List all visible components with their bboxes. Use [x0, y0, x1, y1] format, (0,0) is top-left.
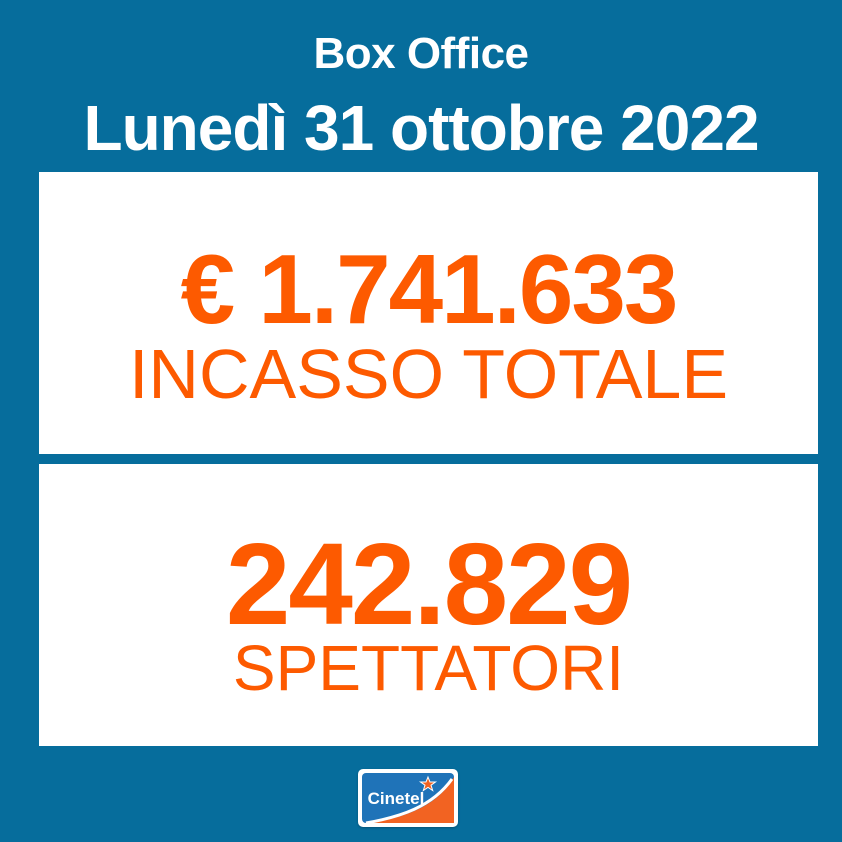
logo-text: Cinetel: [368, 789, 425, 808]
revenue-panel: € 1.741.633 INCASSO TOTALE: [39, 172, 818, 454]
star-icon: [418, 775, 438, 792]
revenue-label: INCASSO TOTALE: [128, 335, 729, 413]
attendance-value: 242.829: [225, 519, 633, 649]
attendance-label: SPETTATORI: [232, 632, 625, 704]
page-title: Lunedì 31 ottobre 2022: [83, 92, 759, 164]
attendance-panel: 242.829 SPETTATORI: [39, 464, 818, 746]
revenue-value: € 1.741.633: [180, 234, 679, 344]
cinetel-logo-graphic: Cinetel: [362, 773, 454, 825]
header-subtitle: Box Office: [313, 29, 529, 78]
cinetel-logo: Cinetel: [358, 769, 458, 827]
